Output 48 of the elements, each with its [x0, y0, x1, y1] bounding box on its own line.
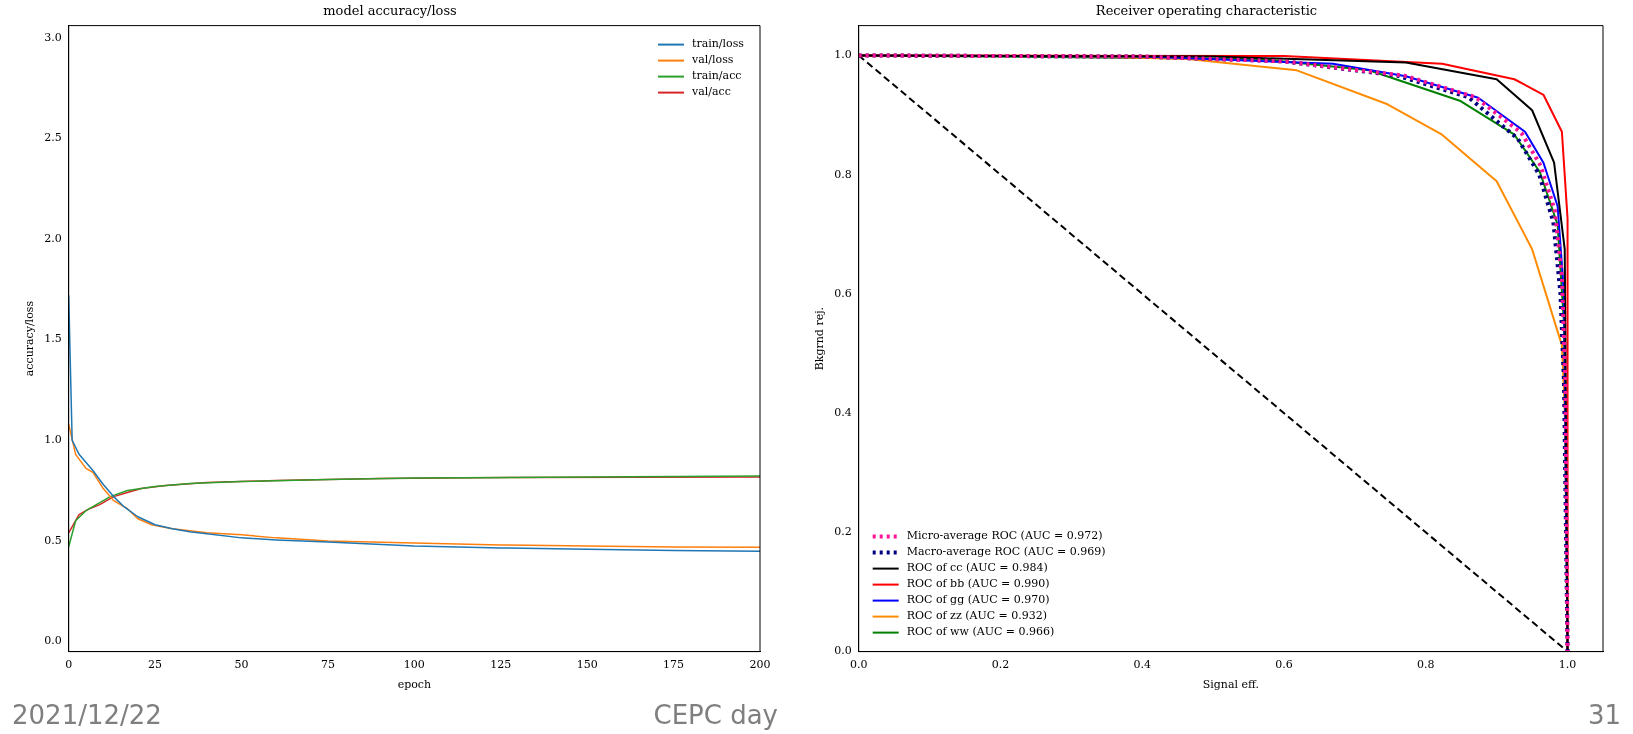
y-tick-label: 0.4: [834, 405, 852, 419]
legend-label: Macro-average ROC (AUC = 0.969): [906, 545, 1106, 559]
y-tick-label: 1.0: [834, 48, 852, 62]
x-tick-label: 75: [320, 658, 335, 672]
x-tick-label: 200: [749, 658, 771, 672]
legend-label: val/loss: [691, 53, 734, 67]
y-axis-title: accuracy/loss: [23, 300, 37, 377]
y-tick-label: 0.0: [44, 634, 62, 648]
legend-label: ROC of cc (AUC = 0.984): [906, 561, 1048, 575]
y-tick-label: 1.5: [44, 332, 62, 346]
x-tick-label: 125: [490, 658, 512, 672]
x-tick-label: 1.0: [1558, 658, 1577, 672]
legend-label: ROC of gg (AUC = 0.970): [906, 593, 1050, 607]
chart-title: Receiver operating characteristic: [1095, 3, 1318, 19]
x-tick-label: 0: [65, 658, 73, 672]
y-tick-label: 3.0: [44, 30, 62, 44]
legend-label: train/loss: [692, 37, 745, 51]
text: CEPC day: [653, 700, 778, 730]
legend-label: Micro-average ROC (AUC = 0.972): [906, 529, 1103, 543]
y-axis-title: Bkgrnd rej.: [813, 306, 827, 371]
text: 31: [1587, 700, 1621, 730]
x-tick-label: 0.8: [1417, 658, 1435, 672]
legend-label: ROC of ww (AUC = 0.966): [906, 625, 1055, 639]
x-axis-title: epoch: [397, 678, 432, 692]
x-tick-label: 150: [576, 658, 598, 672]
x-axis-title: Signal eff.: [1202, 678, 1259, 692]
y-tick-label: 0.2: [834, 525, 852, 539]
legend-label: ROC of zz (AUC = 0.932): [906, 609, 1048, 623]
y-tick-label: 0.6: [834, 286, 852, 300]
y-tick-label: 0.5: [44, 533, 62, 547]
x-tick-label: 100: [403, 658, 425, 672]
chart-title: model accuracy/loss: [323, 3, 457, 19]
legend-label: ROC of bb (AUC = 0.990): [906, 577, 1050, 591]
y-tick-label: 1.0: [44, 433, 62, 447]
x-tick-label: 50: [234, 658, 249, 672]
text: 2021/12/22: [12, 700, 162, 730]
x-tick-label: 0.0: [849, 658, 868, 672]
x-tick-label: 175: [663, 658, 685, 672]
x-tick-label: 25: [148, 658, 163, 672]
y-tick-label: 0.8: [834, 167, 852, 181]
y-tick-label: 2.0: [44, 231, 62, 245]
y-tick-label: 0.0: [834, 644, 852, 658]
legend-label: train/acc: [692, 69, 742, 83]
legend-label: val/acc: [691, 85, 731, 99]
x-tick-label: 0.6: [1275, 658, 1293, 672]
x-tick-label: 0.4: [1133, 658, 1151, 672]
x-tick-label: 0.2: [991, 658, 1010, 672]
y-tick-label: 2.5: [44, 131, 62, 145]
